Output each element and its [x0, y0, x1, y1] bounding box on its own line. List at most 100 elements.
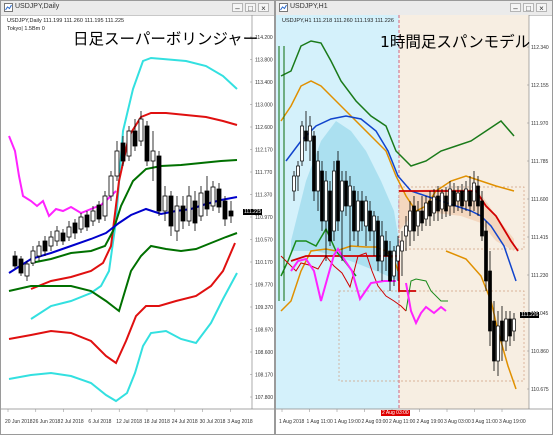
daily-candle — [192, 200, 198, 224]
daily-candle — [12, 255, 18, 267]
daily-date-tick-label: 30 Jul 2018 — [199, 419, 226, 425]
daily-price-tick-label: 108.170 — [255, 373, 273, 379]
daily-candle — [204, 190, 210, 210]
daily-upper3-band — [30, 56, 238, 320]
daily-candle — [90, 210, 96, 222]
h1-candle — [344, 180, 348, 207]
daily-candle — [228, 210, 234, 217]
h1-candle — [412, 205, 416, 232]
h1-candle — [484, 230, 488, 282]
h1-candle — [340, 180, 344, 212]
daily-candle — [108, 175, 114, 197]
h1-chart-window[interactable]: USDJPY,H1 – □ × 112.340 112.155 111.970 111… — [275, 0, 553, 435]
daily-candle — [180, 205, 186, 222]
h1-candle — [292, 175, 296, 192]
h1-candle — [460, 190, 464, 207]
h1-price-tick-label: 111.970 — [531, 121, 549, 127]
h1-candle — [464, 188, 468, 202]
h1-date-tick-label: 3 Aug 03:00 — [444, 419, 471, 425]
h1-price-tick-label: 110.860 — [531, 349, 549, 355]
h1-date-tick-label: 1 Aug 19:00 — [334, 419, 361, 425]
h1-candle — [384, 240, 388, 257]
close-button[interactable]: × — [536, 3, 547, 13]
daily-candle — [120, 142, 126, 162]
h1-price-tick-label: 111.600 — [531, 197, 549, 203]
daily-date-tick-label: 12 Jul 2018 — [116, 419, 143, 425]
h1-price-tick-label: 111.785 — [531, 159, 549, 165]
daily-date-tick-label: 2 Jul 2018 — [60, 419, 84, 425]
daily-candle — [156, 155, 162, 212]
daily-price-tick-label: 113.800 — [255, 58, 273, 64]
h1-time-marker-tag: 2 Aug 03:00 — [381, 410, 410, 416]
daily-candle — [36, 245, 42, 257]
daily-price-tick-label: 109.370 — [255, 305, 273, 311]
daily-price-tick-label: 108.970 — [255, 328, 273, 334]
h1-candle — [400, 240, 404, 252]
daily-candle — [96, 204, 102, 220]
daily-window-title: USDJPY,Daily — [15, 3, 60, 10]
daily-candle — [198, 192, 204, 217]
maximize-button[interactable]: □ — [245, 3, 256, 13]
h1-date-tick-label: 2 Aug 03:00 — [361, 419, 389, 425]
daily-price-tick-label: 111.370 — [255, 193, 273, 199]
h1-chart-heading: 1時間足スパンモデル — [380, 33, 531, 51]
h1-candle — [328, 190, 332, 242]
daily-candle — [78, 216, 84, 230]
daily-price-tick-label: 110.970 — [255, 215, 273, 221]
daily-price-tick-label: 111.770 — [255, 170, 273, 176]
h1-candle — [416, 210, 420, 227]
daily-window-titlebar[interactable]: USDJPY,Daily – □ × — [1, 1, 274, 16]
h1-price-tick-label: 111.230 — [531, 273, 549, 279]
daily-candle — [168, 195, 174, 227]
daily-candle — [48, 236, 54, 247]
daily-lower1-band — [8, 232, 238, 313]
h1-candle — [304, 130, 308, 142]
h1-candle — [320, 170, 324, 222]
daily-candle — [174, 205, 180, 232]
h1-candle — [468, 190, 472, 207]
daily-candle — [18, 258, 24, 274]
h1-candle — [428, 200, 432, 217]
h1-price-axis: 112.340 112.155 111.970 111.785 111.600 111.4… — [531, 45, 549, 393]
daily-price-tick-label: 110.570 — [255, 238, 273, 244]
h1-candle — [364, 200, 368, 227]
daily-candle — [126, 130, 132, 157]
h1-candle — [392, 250, 396, 277]
h1-candle — [380, 235, 384, 262]
h1-green-lagging-line — [280, 227, 357, 277]
daily-bollinger-bands — [8, 56, 238, 403]
daily-chart-window[interactable]: USDJPY,Daily – □ × 114.200 113.800 113.400… — [0, 0, 275, 435]
minimize-button[interactable]: – — [510, 3, 521, 13]
h1-candle — [456, 192, 460, 202]
h1-candle — [436, 195, 440, 212]
daily-candle — [114, 150, 120, 177]
h1-candle — [440, 192, 444, 210]
daily-ohlc-info: USDJPY,Daily 111.199 111.260 111.195 111… — [7, 18, 125, 24]
h1-candle — [388, 250, 392, 282]
h1-price-tick-label: 111.045 — [531, 311, 549, 317]
minimize-button[interactable]: – — [232, 3, 243, 13]
h1-candle — [504, 318, 508, 342]
daily-candle — [186, 195, 192, 222]
daily-candle — [150, 150, 156, 162]
daily-grid — [7, 36, 252, 412]
h1-green-lower-line — [405, 278, 448, 312]
chart-window-icon — [4, 3, 13, 12]
h1-ohlc-info: USDJPY,H1 111.218 111.260 111.193 111.22… — [282, 18, 394, 24]
daily-price-tick-label: 112.170 — [255, 148, 273, 154]
daily-candle — [210, 186, 216, 207]
h1-span-red-line — [290, 255, 416, 292]
h1-candle — [356, 200, 360, 232]
maximize-button[interactable]: □ — [523, 3, 534, 13]
h1-candle — [324, 180, 328, 222]
h1-lagging-span-2 — [405, 282, 447, 326]
h1-candle — [296, 165, 300, 177]
h1-span-model-plot[interactable]: 112.340 112.155 111.970 111.785 111.600 111.4… — [276, 1, 553, 435]
daily-candle — [66, 226, 72, 238]
h1-candle — [500, 320, 504, 342]
daily-price-tick-label: 112.600 — [255, 125, 273, 131]
close-button[interactable]: × — [258, 3, 269, 13]
h1-price-tick-label: 111.415 — [531, 235, 549, 241]
h1-candle — [348, 185, 352, 207]
daily-super-bollinger-plot[interactable]: 114.200 113.800 113.400 113.000 112.600 112.1… — [1, 1, 275, 435]
